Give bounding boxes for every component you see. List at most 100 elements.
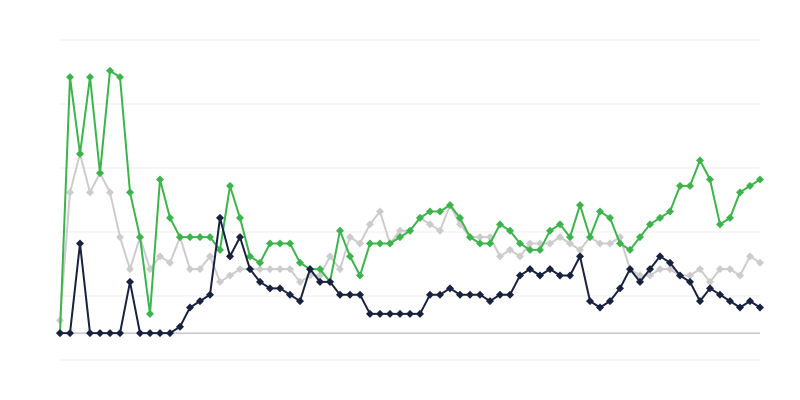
data-point[interactable] xyxy=(726,213,734,222)
data-point[interactable] xyxy=(656,265,664,274)
data-point[interactable] xyxy=(556,271,564,280)
data-point[interactable] xyxy=(76,149,84,158)
data-point[interactable] xyxy=(586,233,594,242)
data-point[interactable] xyxy=(206,252,214,261)
data-point[interactable] xyxy=(486,239,494,248)
data-point[interactable] xyxy=(506,226,514,235)
data-point[interactable] xyxy=(246,265,254,274)
data-point[interactable] xyxy=(526,265,534,274)
data-point[interactable] xyxy=(696,265,704,274)
data-point[interactable] xyxy=(246,252,254,261)
data-point[interactable] xyxy=(456,213,464,222)
data-point[interactable] xyxy=(416,309,424,318)
data-point[interactable] xyxy=(676,271,684,280)
data-point[interactable] xyxy=(296,258,304,267)
data-point[interactable] xyxy=(276,284,284,293)
data-point[interactable] xyxy=(666,207,674,216)
data-point[interactable] xyxy=(66,329,74,338)
data-point[interactable] xyxy=(196,233,204,242)
data-point[interactable] xyxy=(606,213,614,222)
data-point[interactable] xyxy=(406,226,414,235)
data-point[interactable] xyxy=(496,220,504,229)
data-point[interactable] xyxy=(716,290,724,299)
data-point[interactable] xyxy=(726,265,734,274)
data-point[interactable] xyxy=(616,239,624,248)
data-point[interactable] xyxy=(256,265,264,274)
data-point[interactable] xyxy=(686,277,694,286)
data-point[interactable] xyxy=(166,258,174,267)
data-point[interactable] xyxy=(686,181,694,190)
data-point[interactable] xyxy=(366,309,374,318)
data-point[interactable] xyxy=(376,239,384,248)
data-point[interactable] xyxy=(566,239,574,248)
data-point[interactable] xyxy=(296,297,304,306)
data-point[interactable] xyxy=(196,297,204,306)
data-point[interactable] xyxy=(486,297,494,306)
data-point[interactable] xyxy=(226,181,234,190)
data-point[interactable] xyxy=(526,239,534,248)
data-point[interactable] xyxy=(386,309,394,318)
data-point[interactable] xyxy=(236,265,244,274)
data-point[interactable] xyxy=(126,277,134,286)
data-point[interactable] xyxy=(426,290,434,299)
data-point[interactable] xyxy=(356,239,364,248)
data-point[interactable] xyxy=(496,252,504,261)
data-point[interactable] xyxy=(216,213,224,222)
data-point[interactable] xyxy=(616,284,624,293)
data-point[interactable] xyxy=(146,309,154,318)
data-point[interactable] xyxy=(706,277,714,286)
data-point[interactable] xyxy=(606,239,614,248)
data-point[interactable] xyxy=(626,245,634,254)
data-point[interactable] xyxy=(596,239,604,248)
data-point[interactable] xyxy=(576,245,584,254)
data-point[interactable] xyxy=(266,265,274,274)
data-point[interactable] xyxy=(716,220,724,229)
data-point[interactable] xyxy=(346,252,354,261)
data-point[interactable] xyxy=(476,290,484,299)
data-point[interactable] xyxy=(756,175,764,184)
data-point[interactable] xyxy=(556,233,564,242)
data-point[interactable] xyxy=(376,309,384,318)
data-point[interactable] xyxy=(596,207,604,216)
data-point[interactable] xyxy=(326,277,334,286)
data-point[interactable] xyxy=(346,290,354,299)
data-point[interactable] xyxy=(636,271,644,280)
data-point[interactable] xyxy=(656,213,664,222)
data-point[interactable] xyxy=(336,265,344,274)
data-point[interactable] xyxy=(446,201,454,210)
data-point[interactable] xyxy=(146,265,154,274)
data-point[interactable] xyxy=(286,239,294,248)
data-point[interactable] xyxy=(636,233,644,242)
data-point[interactable] xyxy=(146,329,154,338)
data-point[interactable] xyxy=(476,233,484,242)
data-point[interactable] xyxy=(276,239,284,248)
data-point[interactable] xyxy=(566,271,574,280)
data-point[interactable] xyxy=(366,220,374,229)
data-point[interactable] xyxy=(166,213,174,222)
data-point[interactable] xyxy=(746,181,754,190)
data-point[interactable] xyxy=(96,169,104,178)
data-point[interactable] xyxy=(336,290,344,299)
data-point[interactable] xyxy=(226,271,234,280)
data-point[interactable] xyxy=(566,233,574,242)
data-point[interactable] xyxy=(86,329,94,338)
data-point[interactable] xyxy=(536,271,544,280)
data-point[interactable] xyxy=(586,297,594,306)
data-point[interactable] xyxy=(126,188,134,197)
data-point[interactable] xyxy=(576,201,584,210)
data-point[interactable] xyxy=(376,207,384,216)
data-point[interactable] xyxy=(106,329,114,338)
data-point[interactable] xyxy=(606,297,614,306)
data-point[interactable] xyxy=(206,233,214,242)
data-point[interactable] xyxy=(696,297,704,306)
data-point[interactable] xyxy=(206,290,214,299)
data-point[interactable] xyxy=(276,265,284,274)
data-point[interactable] xyxy=(66,188,74,197)
data-point[interactable] xyxy=(66,73,74,82)
data-point[interactable] xyxy=(686,271,694,280)
data-point[interactable] xyxy=(546,265,554,274)
data-point[interactable] xyxy=(556,220,564,229)
data-point[interactable] xyxy=(716,265,724,274)
data-point[interactable] xyxy=(726,297,734,306)
data-point[interactable] xyxy=(506,245,514,254)
